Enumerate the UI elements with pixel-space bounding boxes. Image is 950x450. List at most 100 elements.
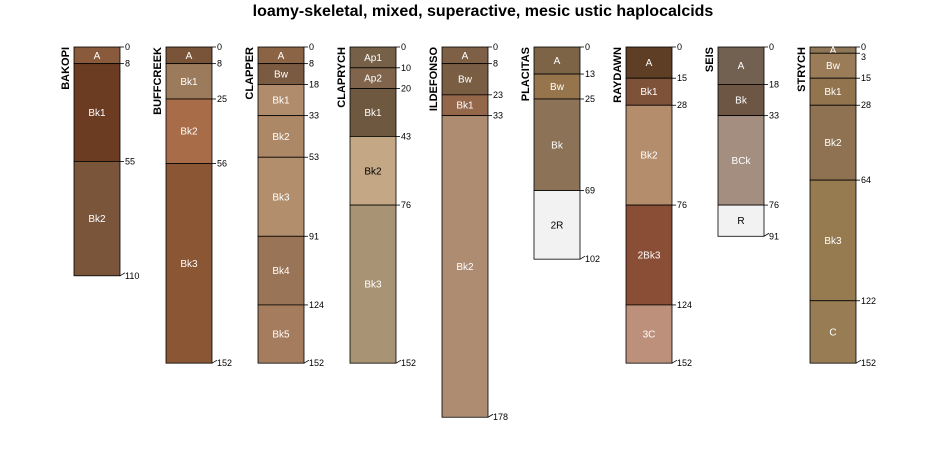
profile-seis: A Bk BCk R 0 18 33 76 91 SEIS	[704, 42, 779, 241]
horizon-bk1	[73, 63, 121, 162]
depth-label: 28	[861, 100, 871, 110]
horizon-label: A	[94, 51, 101, 62]
depth-label: 0	[585, 42, 590, 52]
depth-label: 0	[309, 42, 314, 52]
depth-label: 55	[125, 156, 135, 166]
depth-label: 91	[309, 231, 319, 241]
depth-label: 69	[585, 186, 595, 196]
horizon-label: Bk1	[640, 87, 658, 98]
depth-label: 0	[677, 42, 682, 52]
depth-label: 53	[309, 152, 319, 162]
depth-tick	[487, 413, 494, 418]
horizon-bk2	[349, 136, 397, 206]
depth-tick	[211, 359, 218, 364]
depth-label: 18	[769, 79, 779, 89]
profile-placitas: A Bw Bk 2R 0 13 25 69 102 PLACITAS	[520, 42, 600, 264]
horizon-c	[809, 300, 857, 364]
horizon-label: A	[462, 51, 469, 62]
horizon-label: Bk	[551, 140, 564, 151]
profile-name: BUFFCREEK	[152, 47, 164, 115]
profiles-group: A Bk1 Bk2 0 8 55 110 BAKOPI A Bk1 Bk2 Bk3 0 8 25 56 152 B…	[60, 42, 876, 422]
horizon-bck	[717, 115, 765, 206]
depth-label: 0	[401, 42, 406, 52]
horizon-bk2	[809, 104, 857, 181]
horizon-label: Bk5	[272, 330, 290, 341]
horizon-bk2	[625, 104, 673, 206]
profile-clapper: A Bw Bk1 Bk2 Bk3 Bk4 Bk5 0 8 18 33 53 91 124 152 CLAPPE…	[244, 42, 324, 368]
horizon-label: Bk2	[456, 262, 474, 273]
horizon-label: Bk4	[272, 266, 290, 277]
horizon-label: Bw	[274, 70, 289, 81]
horizon-bk5	[257, 304, 305, 364]
depth-label: 15	[677, 73, 687, 83]
profile-name: CLAPPER	[244, 47, 256, 100]
depth-label: 178	[493, 412, 508, 422]
depth-label: 8	[125, 59, 130, 69]
profile-bakopi: A Bk1 Bk2 0 8 55 110 BAKOPI	[60, 42, 139, 281]
depth-label: 152	[401, 358, 416, 368]
horizon-bk2	[441, 115, 489, 418]
profile-strych: A Bw Bk1 Bk2 Bk3 C 03 15 28 64 122 152 STRYCH	[796, 42, 876, 368]
depth-tick	[303, 359, 310, 364]
horizon-label: Bw	[458, 75, 473, 86]
depth-label: 152	[677, 358, 692, 368]
depth-label: 76	[401, 200, 411, 210]
horizon-label: Bk1	[456, 101, 474, 112]
horizon-label: 3C	[643, 330, 656, 341]
depth-label: 0	[861, 42, 866, 52]
depth-label: 8	[217, 59, 222, 69]
horizon-label: Ap1	[364, 53, 382, 64]
depth-tick	[763, 232, 770, 237]
profile-name: SEIS	[704, 47, 716, 72]
horizon-label: Bk3	[364, 280, 382, 291]
depth-label: 56	[217, 158, 227, 168]
horizon-bk	[533, 98, 581, 191]
horizon-bk3	[257, 156, 305, 237]
depth-label: 152	[217, 358, 232, 368]
horizon-label: Bk1	[88, 108, 106, 119]
depth-label: 25	[585, 94, 595, 104]
depth-label: 43	[401, 131, 411, 141]
horizon-r	[717, 204, 765, 237]
profile-name: ILDEFONSO	[428, 47, 440, 112]
depth-tick	[119, 272, 126, 277]
horizon-bk1	[349, 88, 397, 137]
horizon-label: Bk	[735, 96, 748, 107]
depth-label: 15	[861, 73, 871, 83]
depth-label: 8	[309, 59, 314, 69]
horizon-bk1	[809, 77, 857, 106]
horizon-label: Bk3	[272, 192, 290, 203]
depth-label: 0	[493, 42, 498, 52]
horizon-label: A	[738, 61, 745, 72]
horizon-bk2	[165, 98, 213, 164]
depth-tick	[579, 255, 586, 260]
horizon-label: Bk1	[272, 96, 290, 107]
profile-name: CLAPRYCH	[336, 47, 348, 108]
horizon-label: Ap2	[364, 74, 382, 85]
depth-label: 33	[309, 111, 319, 121]
horizon-label: BCk	[732, 156, 752, 167]
profile-claprych: Ap1 Ap2 Bk1 Bk2 Bk3 0 10 20 43 76 152 CLAPRYCH	[336, 42, 416, 368]
horizon-label: Bk2	[88, 214, 106, 225]
profile-name: RAYDAWN	[612, 47, 624, 103]
chart-title: loamy-skeletal, mixed, superactive, mesi…	[253, 3, 714, 20]
horizon-label: A	[186, 51, 193, 62]
profile-raydawn: A Bk1 Bk2 2Bk3 3C 0 15 28 76 124 152 RAYDAWN	[612, 42, 692, 368]
profile-name: BAKOPI	[60, 47, 72, 90]
horizon-bk4	[257, 235, 305, 306]
horizon-label: R	[737, 216, 744, 227]
horizon-label: Bk2	[272, 132, 290, 143]
horizon-label: C	[829, 327, 836, 338]
horizon-label: Bk2	[640, 151, 658, 162]
horizon-bk3	[165, 163, 213, 364]
profile-name: PLACITAS	[520, 47, 532, 101]
depth-label: 110	[125, 271, 139, 281]
horizon-label: Bk2	[180, 127, 198, 138]
horizon-bw	[533, 73, 581, 100]
depth-label: 152	[309, 358, 324, 368]
horizon-bk3	[809, 179, 857, 302]
depth-label: 76	[769, 200, 779, 210]
horizon-label: Bk3	[180, 259, 198, 270]
depth-label: 18	[309, 79, 319, 89]
